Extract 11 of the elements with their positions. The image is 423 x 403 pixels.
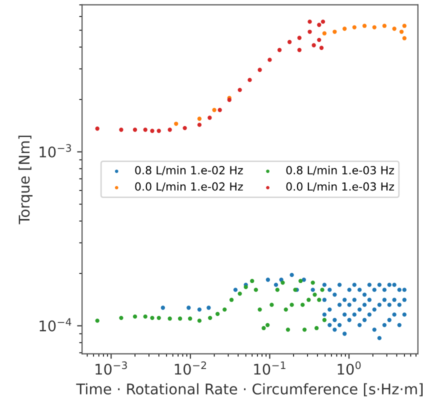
x-tick-label: 10$^{−3}$ xyxy=(96,361,127,375)
y-axis-title: Torque [Nm] xyxy=(18,136,33,224)
legend-label: 0.0 L/min 1.e-03 Hz xyxy=(286,182,394,192)
legend-label: 0.8 L/min 1.e-03 Hz xyxy=(286,166,394,176)
legend-label: 0.0 L/min 1.e-02 Hz xyxy=(135,182,243,192)
legend-label: 0.8 L/min 1.e-02 Hz xyxy=(135,166,243,176)
x-axis-title: Time · Rotational Rate · Circumference [s·Hz·m] xyxy=(76,383,423,396)
x-tick-label: 10$^{0}$ xyxy=(338,361,361,375)
x-tick-label: 10$^{−2}$ xyxy=(174,361,206,375)
x-tick-label: 10$^{−1}$ xyxy=(254,362,286,375)
y-tick-label: 10$^{−4}$ xyxy=(40,318,72,332)
